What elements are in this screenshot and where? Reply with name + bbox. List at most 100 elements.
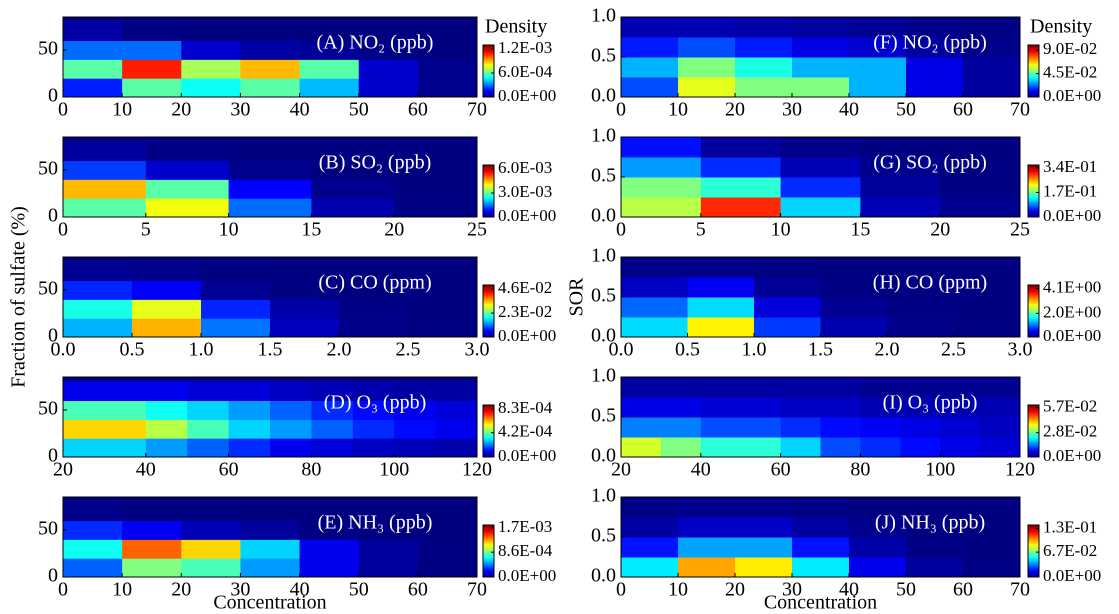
colorbar-segment <box>1028 573 1039 575</box>
colorbar-segment <box>483 77 494 80</box>
heat-cell <box>621 77 679 98</box>
y-tick-label: 50 <box>38 398 58 420</box>
panel-title: (D) O₃ (ppb) <box>324 392 427 414</box>
colorbar-segment <box>483 530 494 532</box>
colorbar-segment <box>483 412 494 415</box>
colorbar-segment <box>1028 560 1039 562</box>
colorbar-segment <box>1028 569 1039 571</box>
y-tick-label: 0 <box>48 445 58 467</box>
colorbar-segment <box>483 410 494 412</box>
x-tick-label: 0.5 <box>675 339 700 361</box>
x-tick-label: 40 <box>691 459 711 481</box>
heat-cell <box>270 261 340 282</box>
colorbar-segment <box>483 52 494 55</box>
colorbar-segment <box>483 308 494 311</box>
colorbar-segment <box>483 561 494 564</box>
colorbar-segment <box>483 543 494 545</box>
heat-cell <box>299 558 360 578</box>
heat-cell <box>953 277 1021 298</box>
colorbar-segment <box>1028 406 1039 409</box>
heat-cell <box>311 400 354 420</box>
colorbar-segment <box>483 82 494 85</box>
y-tick-label: 50 <box>38 278 58 300</box>
x-axis-title: Concentration <box>764 592 877 614</box>
x-tick-label: 60 <box>953 579 973 601</box>
panel-title: (F) NO₂ (ppb) <box>873 32 987 54</box>
heat-cell <box>621 137 702 158</box>
colorbar-segment <box>1028 65 1039 68</box>
heat-cell <box>181 520 241 540</box>
x-tick-label: 10 <box>112 579 132 601</box>
heat-cell <box>299 501 360 522</box>
colorbar-tick-label: 8.6E-04 <box>498 541 553 560</box>
colorbar-segment <box>1028 574 1039 577</box>
heat-cell <box>132 318 202 338</box>
colorbar-segment <box>483 207 494 210</box>
x-tick-label: 40 <box>136 459 156 481</box>
heat-cell <box>660 437 702 458</box>
colorbar-segment <box>1028 543 1039 545</box>
colorbar-segment <box>1028 167 1039 170</box>
colorbar-segment <box>1028 429 1039 432</box>
heat-cell <box>394 198 478 218</box>
x-tick-label: 40 <box>839 579 859 601</box>
colorbar-segment <box>1028 544 1039 547</box>
colorbar-segment <box>483 450 494 453</box>
colorbar-segment <box>1028 202 1039 205</box>
heat-cell <box>906 517 964 538</box>
colorbar-segment <box>1028 317 1039 320</box>
heat-cell <box>299 21 360 42</box>
colorbar-segment <box>483 446 494 449</box>
heat-cell <box>735 537 793 558</box>
colorbar-segment <box>1028 191 1039 193</box>
colorbar-segment <box>483 545 494 548</box>
colorbar-segment <box>1028 84 1039 86</box>
colorbar-segment <box>1028 312 1039 315</box>
heat-cell <box>122 21 182 42</box>
colorbar-frame <box>482 44 495 98</box>
heat-cell <box>687 317 755 338</box>
colorbar-segment <box>1028 205 1039 208</box>
x-tick-label: 30 <box>230 579 250 601</box>
colorbar-segment <box>1028 204 1039 206</box>
colorbar-segment <box>1028 407 1039 410</box>
colorbar-segment <box>1028 307 1039 309</box>
heat-cell <box>820 437 861 458</box>
colorbar-segment <box>1028 287 1039 290</box>
panel-title: (H) CO (ppm) <box>873 272 987 294</box>
heat-cell <box>104 381 147 402</box>
y-tick-label: 50 <box>38 38 58 60</box>
colorbar-segment <box>1028 64 1039 67</box>
colorbar-segment <box>483 187 494 189</box>
heat-cell <box>849 537 907 558</box>
heat-cell <box>700 157 782 178</box>
colorbar-segment <box>1028 181 1039 184</box>
heat-cell <box>754 277 821 298</box>
colorbar-segment <box>483 445 494 448</box>
colorbar-segment <box>483 433 494 436</box>
heat-cell <box>849 17 907 38</box>
x-tick-label: 0.0 <box>51 339 76 361</box>
colorbar-segment <box>483 551 494 553</box>
heat-cell <box>311 438 354 458</box>
heat-cell <box>352 400 395 420</box>
heat-cell <box>940 197 1021 218</box>
colorbar-segment <box>483 74 494 77</box>
y-tick-label: 0.0 <box>591 565 616 587</box>
heat-cell <box>181 539 241 559</box>
colorbar-segment <box>1028 545 1039 548</box>
x-tick-label: 80 <box>301 459 321 481</box>
heat-cell <box>104 400 147 420</box>
heat-cell <box>849 57 907 78</box>
colorbar-segment <box>1028 47 1039 50</box>
colorbar-segment <box>483 320 494 322</box>
heat-cell <box>145 198 230 218</box>
x-tick-label: 2.5 <box>941 339 966 361</box>
heat-cell <box>860 197 941 218</box>
colorbar-segment <box>483 570 494 573</box>
colorbar-tick-label: 5.7E-02 <box>1043 397 1097 416</box>
colorbar-segment <box>483 299 494 302</box>
y-tick-label: 0.5 <box>591 405 616 427</box>
colorbar-tick-label: 0.0E+00 <box>1043 326 1101 345</box>
